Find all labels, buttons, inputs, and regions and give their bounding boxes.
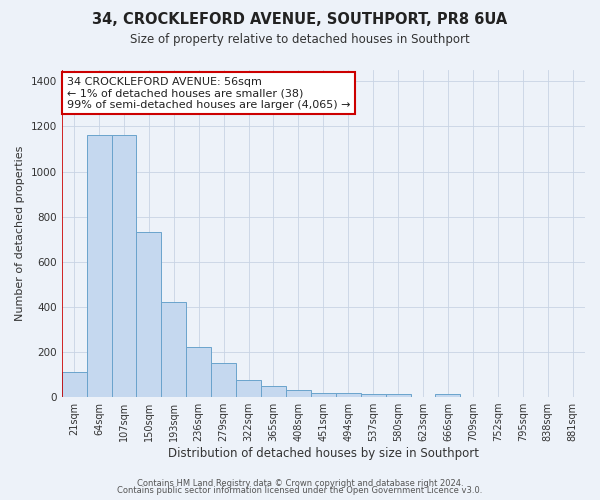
- Bar: [211, 363, 236, 397]
- X-axis label: Distribution of detached houses by size in Southport: Distribution of detached houses by size …: [168, 447, 479, 460]
- Bar: [112, 136, 136, 397]
- Bar: [136, 232, 161, 397]
- Bar: [336, 392, 361, 397]
- Bar: [161, 302, 186, 397]
- Text: Size of property relative to detached houses in Southport: Size of property relative to detached ho…: [130, 32, 470, 46]
- Bar: [261, 386, 286, 397]
- Text: 34 CROCKLEFORD AVENUE: 56sqm
← 1% of detached houses are smaller (38)
99% of sem: 34 CROCKLEFORD AVENUE: 56sqm ← 1% of det…: [67, 76, 350, 110]
- Bar: [286, 390, 311, 397]
- Bar: [361, 394, 386, 397]
- Bar: [236, 380, 261, 397]
- Text: Contains HM Land Registry data © Crown copyright and database right 2024.: Contains HM Land Registry data © Crown c…: [137, 478, 463, 488]
- Bar: [86, 136, 112, 397]
- Bar: [386, 394, 410, 397]
- Bar: [186, 348, 211, 397]
- Text: Contains public sector information licensed under the Open Government Licence v3: Contains public sector information licen…: [118, 486, 482, 495]
- Text: 34, CROCKLEFORD AVENUE, SOUTHPORT, PR8 6UA: 34, CROCKLEFORD AVENUE, SOUTHPORT, PR8 6…: [92, 12, 508, 28]
- Y-axis label: Number of detached properties: Number of detached properties: [15, 146, 25, 321]
- Bar: [62, 372, 86, 397]
- Bar: [311, 392, 336, 397]
- Bar: [436, 394, 460, 397]
